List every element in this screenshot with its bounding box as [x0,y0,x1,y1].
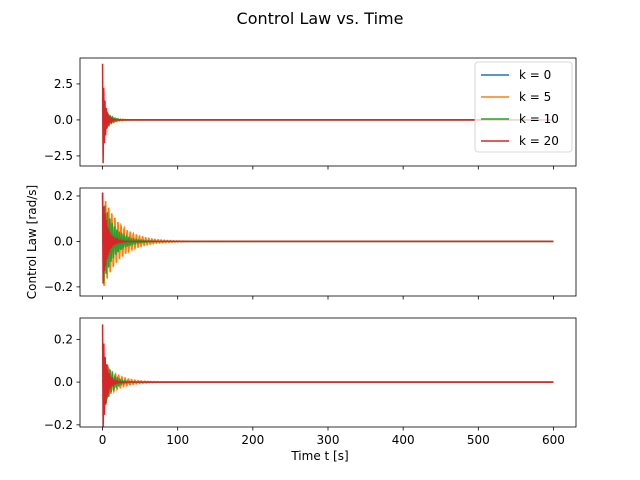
x-tick-label: 0 [99,433,107,447]
legend-box [474,61,573,153]
y-tick-label: −0.2 [44,418,73,432]
series-line-k-10 [101,345,554,414]
y-tick-label: −2.5 [44,149,73,163]
series-line-k-5 [101,192,554,287]
y-tick-label: −0.2 [44,280,73,294]
y-axis-label: Control Law [rad/s] [25,185,39,299]
panel-1: −2.5 0.0 2.5 [44,57,577,170]
legend-label: k = 0 [519,68,551,82]
series-line-k-5 [101,360,554,402]
x-axis-label: Time t [s] [290,449,348,463]
x-tick-label: 600 [542,433,565,447]
chart-title: Control Law vs. Time [237,9,404,28]
legend: k = 0 k = 5 k = 10 k = 20 [474,61,573,153]
panels-group: −2.5 0.0 2.5 −0.2 0.0 0.2 −0.2 0.0 0.2 0 100 200 300… [44,57,577,447]
x-tick-label: 500 [467,433,490,447]
y-tick-label: 0.0 [54,375,73,389]
legend-label: k = 5 [519,90,551,104]
legend-label: k = 10 [519,112,559,126]
series-line-k-20 [101,324,554,427]
y-tick-label: 2.5 [54,77,73,91]
series-line-k-10 [101,195,554,282]
x-tick-label: 100 [166,433,189,447]
panel-frame [79,317,577,428]
x-tick-label: 200 [241,433,264,447]
panel-2: −0.2 0.0 0.2 [44,187,577,300]
y-tick-label: 0.0 [54,234,73,248]
y-tick-label: 0.2 [54,332,73,346]
legend-label: k = 20 [519,134,559,148]
x-tick-label: 400 [392,433,415,447]
y-tick-label: 0.0 [54,113,73,127]
panel-3: −0.2 0.0 0.2 0 100 200 300 400 500 600 [44,317,577,447]
x-tick-label: 300 [317,433,340,447]
y-tick-label: 0.2 [54,189,73,203]
series-line-k-20 [101,192,554,284]
